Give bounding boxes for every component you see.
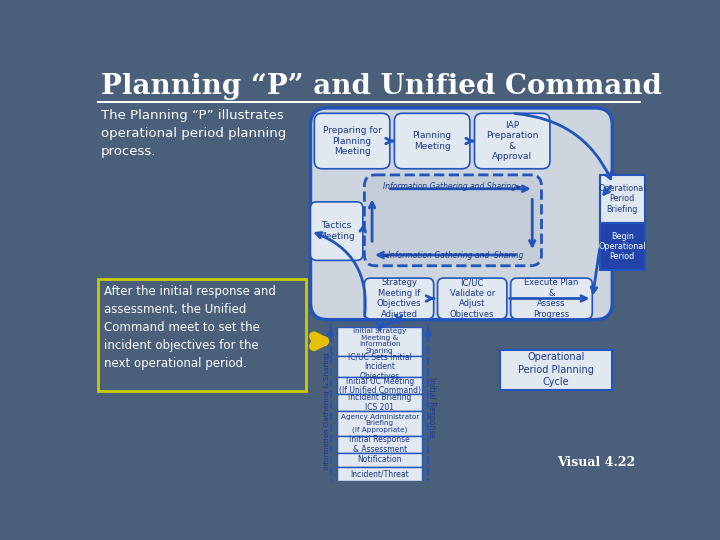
- Bar: [338, 467, 422, 481]
- Text: Tactics
Meeting: Tactics Meeting: [318, 221, 355, 241]
- Text: Incident/Threat: Incident/Threat: [351, 469, 409, 478]
- Text: Preparing for
Planning
Meeting: Preparing for Planning Meeting: [323, 126, 382, 156]
- Text: ◄Information Gathering and  Sharing: ◄Information Gathering and Sharing: [382, 252, 523, 260]
- Text: Incident Briefing
ICS 201: Incident Briefing ICS 201: [348, 394, 411, 412]
- FancyBboxPatch shape: [438, 278, 507, 319]
- FancyBboxPatch shape: [474, 113, 550, 168]
- FancyBboxPatch shape: [310, 108, 612, 320]
- Bar: [338, 436, 422, 453]
- Bar: [338, 377, 422, 394]
- Text: The Planning “P” illustrates
operational period planning
process.: The Planning “P” illustrates operational…: [101, 110, 287, 158]
- Text: Initial UC Meeting
(If Unified Command): Initial UC Meeting (If Unified Command): [339, 376, 420, 395]
- FancyBboxPatch shape: [315, 113, 390, 168]
- Text: IC/UC
Validate or
Adjust
Objectives: IC/UC Validate or Adjust Objectives: [449, 279, 495, 319]
- Bar: [98, 279, 306, 390]
- Text: ↑
  ↗: ↑ ↗: [319, 340, 336, 362]
- FancyBboxPatch shape: [364, 175, 541, 266]
- Text: Operational
Period Planning
Cycle: Operational Period Planning Cycle: [518, 352, 594, 387]
- Bar: [600, 175, 644, 222]
- Text: After the initial response and
assessment, the Unified
Command meet to set the
i: After the initial response and assessmen…: [104, 285, 276, 370]
- Bar: [500, 350, 611, 390]
- FancyBboxPatch shape: [364, 278, 433, 319]
- Bar: [338, 453, 422, 467]
- Text: Strategy
Meeting If
Objectives
Adjusted: Strategy Meeting If Objectives Adjusted: [377, 279, 421, 319]
- Bar: [600, 222, 644, 271]
- FancyBboxPatch shape: [510, 278, 593, 319]
- Text: Operational
Period
Briefing: Operational Period Briefing: [598, 184, 646, 214]
- FancyBboxPatch shape: [310, 202, 363, 260]
- Text: Begin
Operational
Period: Begin Operational Period: [598, 232, 646, 261]
- Text: Information Gathering and Sharing►: Information Gathering and Sharing►: [384, 182, 523, 191]
- Bar: [338, 327, 422, 356]
- Text: Planning
Meeting: Planning Meeting: [413, 131, 451, 151]
- Bar: [338, 394, 422, 411]
- Text: Information Gathering & Sharing: Information Gathering & Sharing: [325, 353, 330, 470]
- Bar: [338, 356, 422, 377]
- Text: Agency Administrator
Briefing
(If Appropriate): Agency Administrator Briefing (If Approp…: [341, 414, 419, 434]
- Text: IC/UC Sets Initial
Incident
Objectives: IC/UC Sets Initial Incident Objectives: [348, 353, 412, 381]
- Text: Initial Response: Initial Response: [427, 377, 436, 438]
- Text: Execute Plan
&
Assess
Progress: Execute Plan & Assess Progress: [524, 279, 579, 319]
- Text: IAP
Preparation
&
Approval: IAP Preparation & Approval: [486, 121, 539, 161]
- Text: Initial Response
& Assessment: Initial Response & Assessment: [349, 435, 410, 454]
- FancyBboxPatch shape: [395, 113, 470, 168]
- Text: Planning “P” and Unified Command: Planning “P” and Unified Command: [101, 72, 662, 99]
- Bar: [338, 411, 422, 436]
- Text: Initial Strategy
Meeting &
Information
Sharing: Initial Strategy Meeting & Information S…: [353, 328, 406, 354]
- Text: Visual 4.22: Visual 4.22: [557, 456, 636, 469]
- Text: Notification: Notification: [358, 455, 402, 464]
